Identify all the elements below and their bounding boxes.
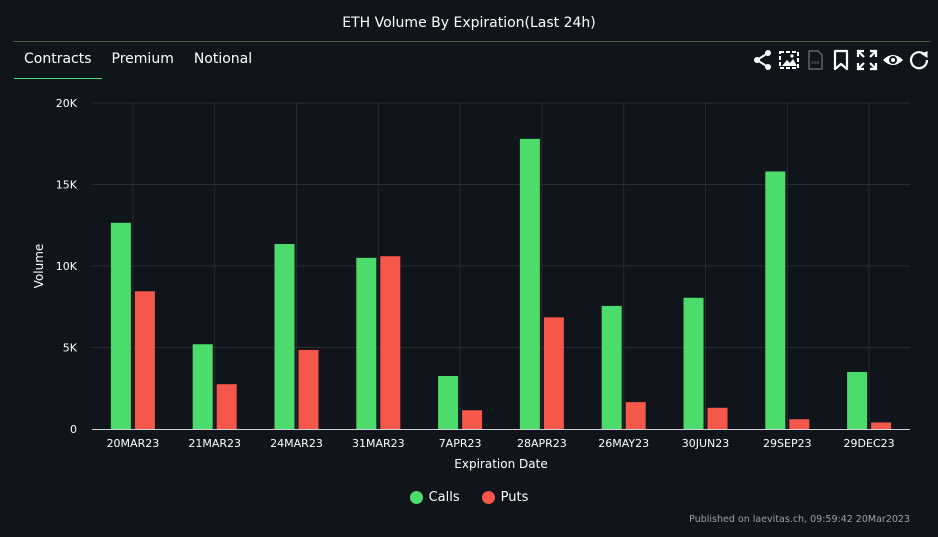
- x-tick-label: 20MAR23: [107, 437, 160, 450]
- x-tick-label: 29SEP23: [763, 437, 812, 450]
- x-tick-label: 21MAR23: [188, 437, 241, 450]
- bar-puts-21mar23: [216, 384, 237, 429]
- csv-label: csv: [811, 60, 819, 66]
- published-note: Published on laevitas.ch, 09:59:42 20Mar…: [689, 514, 910, 525]
- bar-calls-29dec23: [847, 371, 868, 429]
- chart-legend: Calls Puts: [0, 490, 938, 505]
- bar-puts-28apr23: [543, 317, 564, 429]
- bar-puts-31mar23: [380, 256, 401, 429]
- y-tick-label: 10K: [56, 260, 78, 273]
- refresh-icon[interactable]: [908, 48, 930, 72]
- calls-swatch: [409, 491, 423, 504]
- legend-item-puts[interactable]: Puts: [481, 490, 529, 505]
- x-tick-label: 7APR23: [439, 437, 482, 450]
- bar-calls-24mar23: [274, 243, 295, 429]
- x-tick-label: 29DEC23: [844, 437, 895, 450]
- legend-label-calls: Calls: [428, 490, 460, 505]
- y-axis-title: Volume: [32, 244, 46, 289]
- bar-calls-20mar23: [110, 222, 131, 429]
- chart-toolbar: csv: [752, 48, 930, 72]
- bar-puts-24mar23: [298, 349, 319, 429]
- puts-swatch: [481, 491, 495, 504]
- legend-label-puts: Puts: [500, 490, 529, 505]
- y-tick-label: 0: [70, 423, 77, 436]
- y-tick-label: 15K: [56, 179, 78, 192]
- tab-premium[interactable]: Premium: [111, 51, 174, 67]
- bar-puts-7apr23: [462, 410, 483, 429]
- x-tick-label: 24MAR23: [270, 437, 323, 450]
- bar-puts-30jun23: [707, 407, 728, 429]
- bar-puts-26may23: [625, 402, 646, 429]
- share-icon[interactable]: [752, 48, 774, 72]
- bar-puts-20mar23: [134, 291, 155, 429]
- tab-contracts[interactable]: Contracts: [14, 50, 102, 79]
- bar-puts-29sep23: [789, 419, 810, 429]
- bar-calls-29sep23: [765, 171, 786, 429]
- x-tick-label: 26MAY23: [598, 437, 649, 450]
- x-tick-label: 30JUN23: [682, 437, 730, 450]
- tab-notional[interactable]: Notional: [193, 51, 253, 67]
- bar-calls-21mar23: [192, 344, 213, 429]
- chart-title: ETH Volume By Expiration(Last 24h): [342, 15, 596, 31]
- y-tick-label: 5K: [63, 342, 78, 355]
- y-tick-label: 20K: [56, 97, 78, 110]
- bar-calls-28apr23: [519, 138, 540, 430]
- bar-puts-29dec23: [871, 422, 892, 429]
- x-tick-label: 31MAR23: [352, 437, 405, 450]
- bar-calls-26may23: [601, 305, 622, 429]
- bar-calls-30jun23: [683, 297, 704, 429]
- bar-calls-31mar23: [356, 257, 377, 429]
- x-axis-title: Expiration Date: [454, 457, 547, 471]
- x-tick-label: 28APR23: [517, 437, 567, 450]
- legend-item-calls[interactable]: Calls: [409, 490, 460, 505]
- image-download-icon[interactable]: [778, 48, 800, 72]
- csv-download-icon[interactable]: csv: [804, 48, 826, 72]
- eye-icon[interactable]: [882, 48, 904, 72]
- title-divider: [13, 41, 930, 42]
- tab-bar: Contracts Premium Notional: [14, 50, 262, 80]
- bar-calls-7apr23: [438, 376, 459, 429]
- fullscreen-icon[interactable]: [856, 48, 878, 72]
- bookmark-icon[interactable]: [830, 48, 852, 72]
